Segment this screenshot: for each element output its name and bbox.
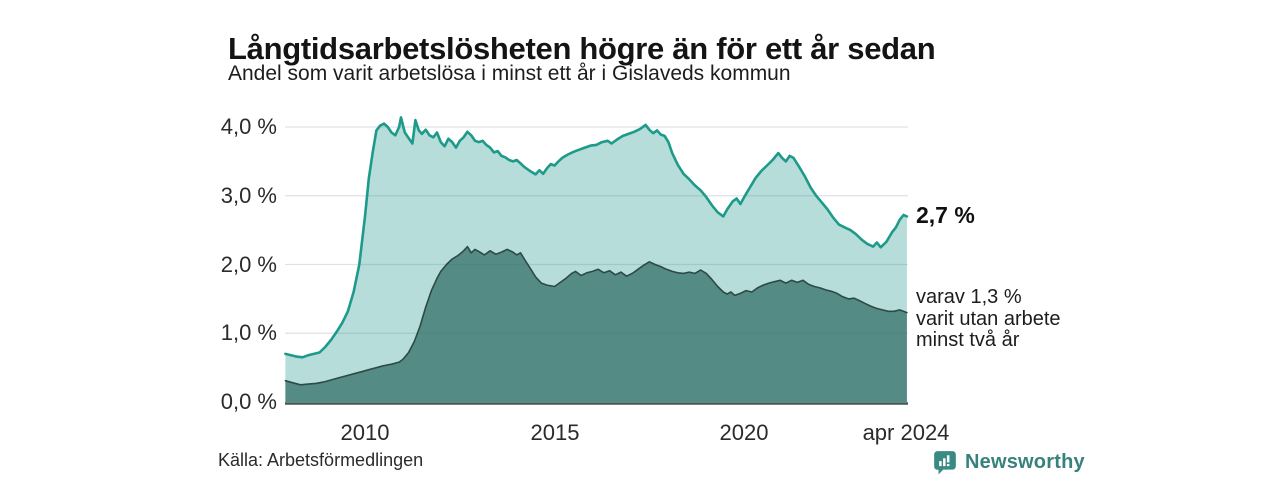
- latest-value-annotation: 2,7 %: [916, 202, 975, 228]
- y-axis-label: 1,0 %: [220, 320, 277, 345]
- chart-title: Långtidsarbetslösheten högre än för ett …: [228, 30, 936, 66]
- x-axis-label: 2015: [530, 420, 580, 445]
- source-note: Källa: Arbetsförmedlingen: [218, 450, 424, 470]
- x-axis-label: 2010: [340, 420, 390, 445]
- brand-name: Newsworthy: [965, 450, 1085, 473]
- chart-subtitle: Andel som varit arbetslösa i minst ett å…: [228, 62, 791, 85]
- secondary-annotation-line: varav 1,3 %: [916, 286, 1022, 308]
- y-axis-label: 3,0 %: [220, 183, 277, 208]
- newsworthy-brand: Newsworthy: [932, 449, 1085, 475]
- y-axis-label: 4,0 %: [220, 114, 277, 139]
- y-axis-label: 2,0 %: [220, 251, 277, 277]
- secondary-annotation-line: minst två år: [916, 329, 1020, 351]
- secondary-annotation-line: varit utan arbete: [916, 307, 1061, 330]
- x-axis-label: apr 2024: [862, 420, 950, 445]
- secondary-series-annotation: varav 1,3 % varit utan arbete minst två …: [916, 286, 1061, 352]
- y-axis-label: 0,0 %: [220, 389, 277, 414]
- newsworthy-logo-icon: [934, 451, 956, 475]
- x-axis-label: 2020: [719, 420, 769, 445]
